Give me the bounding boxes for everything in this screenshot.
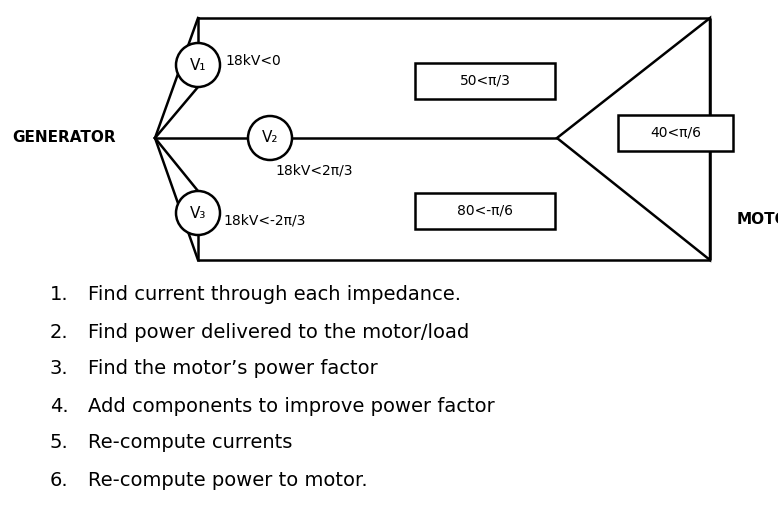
Text: 1.: 1. (50, 285, 68, 304)
Text: GENERATOR: GENERATOR (12, 130, 116, 146)
Circle shape (248, 116, 292, 160)
Text: 40<π/6: 40<π/6 (650, 126, 701, 140)
Text: Re-compute currents: Re-compute currents (88, 434, 293, 453)
Text: Find the motor’s power factor: Find the motor’s power factor (88, 359, 378, 379)
Text: 5.: 5. (50, 434, 68, 453)
Text: Add components to improve power factor: Add components to improve power factor (88, 397, 495, 416)
Text: V₁: V₁ (190, 58, 206, 73)
Circle shape (176, 191, 220, 235)
Text: 6.: 6. (50, 471, 68, 489)
Text: 4.: 4. (50, 397, 68, 416)
Circle shape (176, 43, 220, 87)
Text: V₃: V₃ (190, 205, 206, 220)
Text: 18kV<0: 18kV<0 (225, 54, 281, 68)
Text: 18kV<2π/3: 18kV<2π/3 (275, 163, 352, 177)
Text: Find current through each impedance.: Find current through each impedance. (88, 285, 461, 304)
Text: 80<-π/6: 80<-π/6 (457, 204, 513, 218)
Bar (415, 63, 555, 99)
Text: MOTOR: MOTOR (737, 213, 778, 228)
Text: Find power delivered to the motor/load: Find power delivered to the motor/load (88, 322, 469, 341)
Text: 18kV<-2π/3: 18kV<-2π/3 (223, 214, 306, 228)
Text: Re-compute power to motor.: Re-compute power to motor. (88, 471, 368, 489)
Text: V₂: V₂ (261, 130, 279, 146)
Bar (618, 115, 733, 151)
Text: 3.: 3. (50, 359, 68, 379)
Text: 50<π/3: 50<π/3 (460, 74, 510, 88)
Bar (415, 193, 555, 229)
Text: 2.: 2. (50, 322, 68, 341)
